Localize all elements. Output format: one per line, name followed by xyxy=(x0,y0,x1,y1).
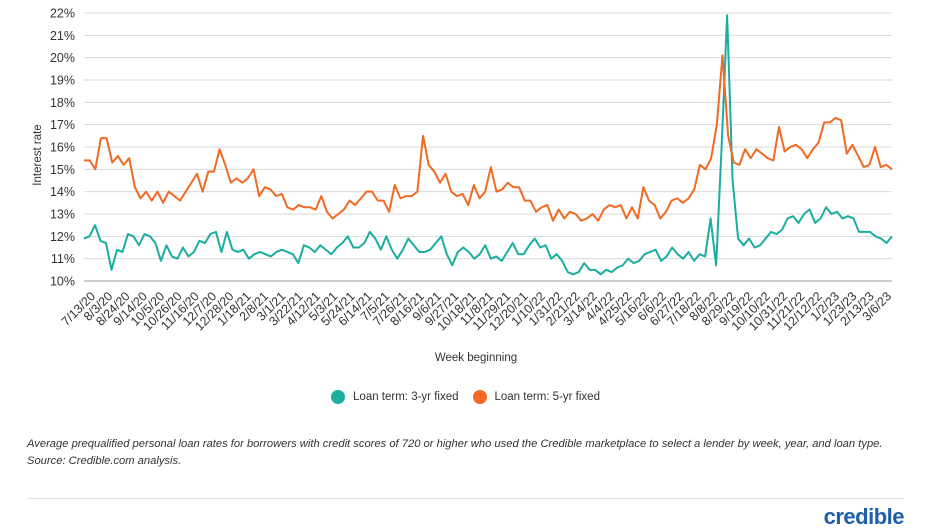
y-axis-ticks: 10% 11% 12% 13% 14% 15% 16% 17% 18% 19% 20% 21% 22% xyxy=(50,7,75,289)
y-tick-label: 20% xyxy=(50,51,75,65)
y-tick-label: 18% xyxy=(50,96,75,110)
x-axis-title: Week beginning xyxy=(435,352,517,364)
legend-swatch-3yr xyxy=(331,390,346,404)
y-tick-label: 19% xyxy=(50,74,75,88)
y-tick-label: 11% xyxy=(51,252,75,266)
y-tick-label: 17% xyxy=(50,118,75,132)
y-tick-label: 15% xyxy=(50,163,75,177)
legend-item-5yr: Loan term: 5-yr fixed xyxy=(472,390,600,404)
y-tick-label: 10% xyxy=(50,275,75,289)
line-chart: 10%11%12%13%14%15%16%17%18%19%20%21%22% … xyxy=(32,7,894,365)
x-axis-ticks: 7/13/208/3/208/24/209/14/2010/5/2010/26/… xyxy=(59,289,894,333)
legend-label-3yr: Loan term: 3-yr fixed xyxy=(353,391,459,403)
y-tick-label: 12% xyxy=(50,230,75,244)
legend: Loan term: 3-yr fixed Loan term: 5-yr fi… xyxy=(0,390,931,404)
legend-label-5yr: Loan term: 5-yr fixed xyxy=(494,391,600,403)
y-tick-label: 14% xyxy=(50,185,75,199)
grid-lines xyxy=(84,12,892,282)
series-lines xyxy=(83,14,893,276)
y-tick-label: 22% xyxy=(50,7,75,21)
y-tick-label: 13% xyxy=(50,208,75,222)
legend-item-3yr: Loan term: 3-yr fixed xyxy=(331,390,459,404)
credible-logo: credible xyxy=(823,504,905,529)
legend-swatch-5yr xyxy=(472,390,487,404)
y-tick-label: 21% xyxy=(50,29,75,43)
series-line-5yr xyxy=(84,54,893,222)
series-line-3yr xyxy=(83,14,893,276)
y-tick-label: 16% xyxy=(50,141,75,155)
divider xyxy=(27,498,904,499)
y-axis-title: Interest rate xyxy=(32,124,44,185)
chart-caption: Average prequalified personal loan rates… xyxy=(27,438,883,467)
